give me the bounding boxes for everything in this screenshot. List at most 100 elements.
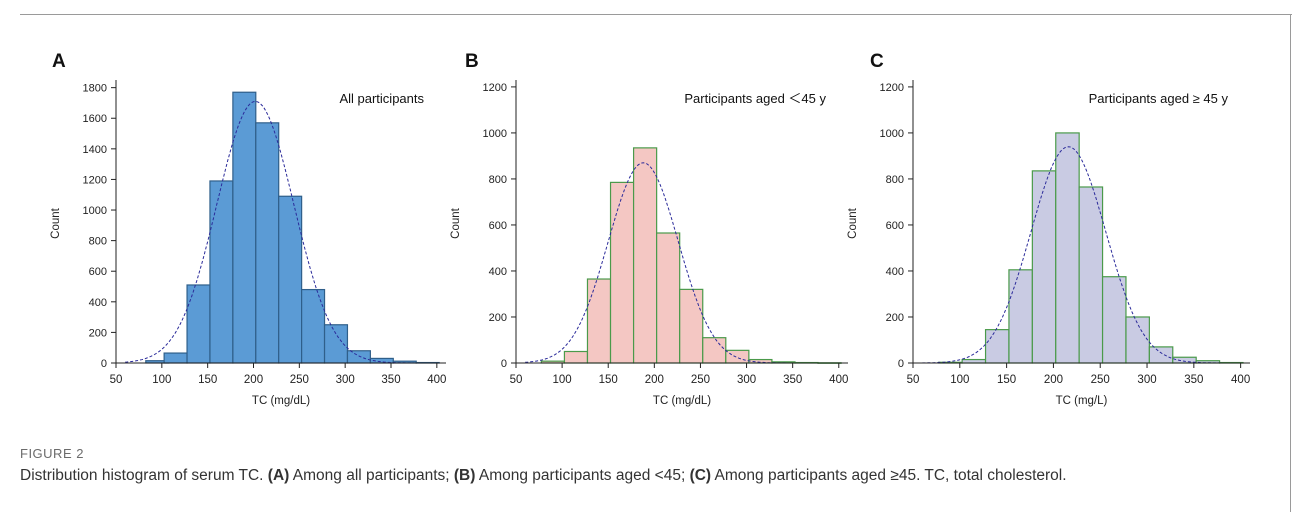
x-tick-label: 250 [1091,374,1110,386]
histogram-bar [961,358,987,364]
y-tick-label: 600 [886,220,904,232]
y-tick-label: 200 [489,312,507,324]
y-tick-label: 1200 [880,82,904,94]
histogram-bar [346,350,371,364]
x-tick-label: 200 [1044,374,1063,386]
histogram-bar [1125,316,1150,364]
caption-tag-c: (C) [689,467,712,484]
panel-label-b: B [465,51,479,72]
y-tick-label: 400 [886,266,904,278]
y-tick-label: 400 [489,266,507,278]
x-tick-label: 150 [198,374,217,386]
x-tick-label: 150 [599,374,618,386]
histogram-bar [1172,356,1197,364]
histogram-bar [679,288,704,364]
y-tick-label: 1000 [483,128,507,140]
histogram-bar [609,181,635,364]
x-tick-label: 50 [907,374,920,386]
y-tick-label: 600 [489,220,507,232]
y-tick-label: 800 [89,236,107,248]
panel-a: A 0 200 400 600 800 1000 1200 1400 1600 1800 50 100 1… [50,51,446,407]
figure-caption: Distribution histogram of serum TC. (A) … [20,465,1270,486]
histogram-bar [301,288,326,364]
caption-intro: Distribution histogram of serum TC. [20,467,268,484]
histogram-bar [1031,170,1057,364]
panel-label-c: C [870,51,884,72]
panel-c: C 0 200 400 600 800 1000 1200 50 100 150 200 250 300 3… [847,51,1250,407]
y-tick-label: 400 [89,297,107,309]
normal-curve [922,146,1250,364]
x-tick-label: 400 [427,374,446,386]
y-tick-label: 1600 [83,113,107,125]
x-tick-label: 100 [152,374,171,386]
histogram-bar [656,232,681,364]
y-tick-label: 600 [89,266,107,278]
y-tick-label: 0 [501,358,507,370]
panel-b: B 0 200 400 600 800 1000 1200 50 100 150 200 250 300 3… [450,51,848,407]
x-tick-label: 200 [244,374,263,386]
caption-text-c: Among participants aged ≥45. TC, total c… [711,467,1067,484]
x-tick-label: 250 [290,374,309,386]
x-tick-label: 150 [997,374,1016,386]
x-axis-title: TC (mg/dL) [653,395,711,407]
histogram-bar [209,180,234,364]
caption-text-a: Among all participants; [289,467,454,484]
x-tick-label: 350 [381,374,400,386]
y-tick-label: 1000 [83,205,107,217]
histogram-bar [702,337,727,364]
histogram-bar [586,278,612,364]
y-tick-label: 1400 [83,144,107,156]
x-tick-label: 50 [110,374,123,386]
x-tick-label: 250 [691,374,710,386]
y-tick-label: 800 [886,174,904,186]
y-tick-label: 0 [898,358,904,370]
y-tick-label: 1200 [483,82,507,94]
caption-text-b: Among participants aged <45; [475,467,690,484]
histogram-bar [1055,132,1080,364]
histogram-bar [1008,269,1033,364]
x-tick-label: 300 [1137,374,1156,386]
histogram-bar [278,195,303,364]
y-tick-label: 800 [489,174,507,186]
y-tick-label: 200 [886,312,904,324]
y-axis-title: Count [50,207,62,238]
histogram-bar [984,329,1010,364]
x-tick-label: 100 [950,374,969,386]
histogram-bar [186,284,211,364]
y-tick-label: 1000 [880,128,904,140]
y-axis-title: Count [847,207,859,238]
y-tick-label: 200 [89,327,107,339]
y-tick-label: 1800 [83,83,107,95]
x-tick-label: 200 [645,374,664,386]
histogram-bar [255,122,280,364]
x-axis-title: TC (mg/dL) [252,395,310,407]
caption-tag-a: (A) [267,467,290,484]
y-tick-label: 0 [101,358,107,370]
x-axis-title: TC (mg/L) [1056,395,1108,407]
figure-label: FIGURE 2 [20,446,84,461]
x-tick-label: 300 [336,374,355,386]
panel-label-a: A [52,51,66,72]
histogram-bar [1148,346,1174,364]
x-tick-label: 400 [829,374,848,386]
y-axis-title: Count [450,207,462,238]
x-tick-label: 350 [1184,374,1203,386]
x-tick-label: 300 [737,374,756,386]
caption-tag-b: (B) [453,467,476,484]
panel-annotation: All participants [339,91,424,106]
figure-frame-right [1290,14,1291,512]
figure-frame-top [20,14,1292,15]
normal-curve [125,100,446,364]
histogram-bar [1078,186,1104,364]
panel-annotation: Participants aged ≥ 45 y [1089,91,1229,106]
panel-annotation: Participants aged ＜45 y [684,91,826,106]
y-tick-label: 1200 [83,174,107,186]
histogram-bar [1101,276,1127,364]
histogram-bar [563,350,589,364]
x-tick-label: 400 [1231,374,1250,386]
histogram-bar [163,352,188,364]
x-tick-label: 100 [553,374,572,386]
histogram-bar [725,349,750,364]
x-tick-label: 350 [783,374,802,386]
